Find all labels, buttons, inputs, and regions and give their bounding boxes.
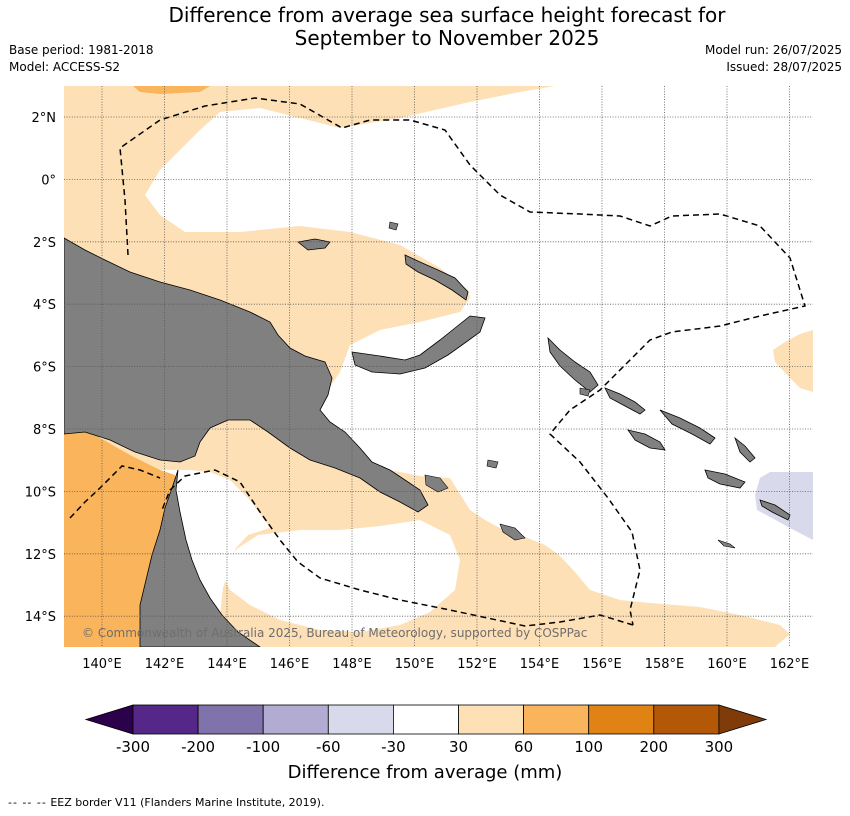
colorbar-title: Difference from average (mm) xyxy=(287,762,563,783)
eez-legend: -- -- -- EEZ border V11 (Flanders Marine… xyxy=(8,796,324,809)
lat-tick-label: 14°S xyxy=(25,610,56,625)
land-small-island-2 xyxy=(486,459,499,469)
lon-tick-label: 152°E xyxy=(457,657,497,672)
colorbar-tick-label: -100 xyxy=(246,738,280,756)
model-run: Model run: 26/07/2025 xyxy=(704,43,842,57)
eez-legend-dashes: -- -- -- xyxy=(8,796,47,809)
lat-tick-label: 4°S xyxy=(33,298,56,313)
anomaly-region-60-100-north xyxy=(133,86,210,94)
lon-tick-label: 158°E xyxy=(645,657,685,672)
issued-date: Issued: 28/07/2025 xyxy=(726,60,842,74)
lon-tick-label: 144°E xyxy=(207,657,247,672)
title-line-1: Difference from average sea surface heig… xyxy=(168,3,726,27)
lon-tick-label: 148°E xyxy=(332,657,372,672)
land-bougainville xyxy=(547,336,599,393)
lat-tick-label: 12°S xyxy=(25,548,56,563)
colorbar-tick-label: -30 xyxy=(381,738,406,756)
colorbar-tick-label: 30 xyxy=(449,738,468,756)
lon-tick-label: 160°E xyxy=(707,657,747,672)
lat-tick-label: 2°N xyxy=(32,111,57,126)
eez-borders xyxy=(69,97,806,627)
land-vanuatu-north xyxy=(759,499,791,521)
anomaly-region-east-patch xyxy=(773,330,813,392)
colorbar-segment xyxy=(588,704,655,735)
lon-tick-label: 150°E xyxy=(395,657,435,672)
anomaly-region-neg60-neg30 xyxy=(755,472,813,540)
lat-tick-label: 0° xyxy=(41,173,56,188)
colorbar-tick-label: -60 xyxy=(316,738,341,756)
land-new-britain xyxy=(351,315,486,375)
land-small-island-1 xyxy=(579,387,591,397)
gridlines xyxy=(64,86,813,647)
land-dentrecasteaux xyxy=(424,474,449,493)
land-solomon-santa-isabel xyxy=(659,409,716,445)
eez-border-torres xyxy=(69,465,161,519)
colorbar-segment xyxy=(132,704,199,735)
land-solomon-choiseul xyxy=(604,387,646,415)
lat-tick-label: 10°S xyxy=(25,485,56,500)
land-solomon-guadalcanal xyxy=(627,429,666,451)
land-solomon-makira xyxy=(704,469,746,489)
colorbar: -300 -200 -100 -60 -30 30 60 100 200 300 xyxy=(84,704,768,756)
model-name: Model: ACCESS-S2 xyxy=(9,60,121,74)
lat-tick-label: 6°S xyxy=(33,361,56,376)
land-new-ireland xyxy=(404,254,469,301)
land-solomon-malaita xyxy=(734,436,756,463)
lat-tick-label: 2°S xyxy=(33,236,56,251)
latitude-labels: 2°N 0° 2°S 4°S 6°S 8°S 10°S 12°S 14°S xyxy=(25,111,56,625)
colorbar-segment xyxy=(523,704,590,735)
colorbar-segment xyxy=(458,704,524,735)
lon-tick-label: 162°E xyxy=(770,657,810,672)
colorbar-tick-label: -200 xyxy=(181,738,215,756)
colorbar-segment xyxy=(262,704,329,735)
colorbar-segment xyxy=(327,704,394,735)
eez-legend-text: EEZ border V11 (Flanders Marine Institut… xyxy=(50,796,325,809)
lon-tick-label: 142°E xyxy=(145,657,185,672)
colorbar-extend-high xyxy=(718,704,768,735)
land-new-guinea xyxy=(64,237,429,513)
meta-left: Base period: 1981-2018 Model: ACCESS-S2 xyxy=(9,42,154,76)
title-line-2: September to November 2025 xyxy=(294,26,600,50)
land-small-island-3 xyxy=(717,539,736,549)
base-period: Base period: 1981-2018 xyxy=(9,43,154,57)
copyright-notice: © Commonwealth of Australia 2025, Bureau… xyxy=(82,626,587,640)
eez-border-png-south xyxy=(161,469,634,627)
colorbar-tick-label: -300 xyxy=(116,738,150,756)
colorbar-tick-label: 300 xyxy=(705,738,734,756)
chart-title: Difference from average sea surface heig… xyxy=(0,4,850,50)
colorbar-segment xyxy=(392,704,459,735)
lon-tick-label: 154°E xyxy=(520,657,560,672)
meta-right: Model run: 26/07/2025 Issued: 28/07/2025 xyxy=(705,42,842,76)
lon-tick-label: 146°E xyxy=(270,657,310,672)
colorbar-tick-label: 200 xyxy=(639,738,668,756)
colorbar-segment xyxy=(653,704,720,735)
lat-tick-label: 8°S xyxy=(33,423,56,438)
longitude-labels: 140°E 142°E 144°E 146°E 148°E 150°E 152°E 154°E… xyxy=(82,657,809,672)
anomaly-region-white-pocket xyxy=(220,520,460,632)
land-small-island-4 xyxy=(388,221,399,231)
colorbar-segment xyxy=(197,704,264,735)
colorbar-tick-label: 60 xyxy=(514,738,533,756)
lon-tick-label: 156°E xyxy=(582,657,622,672)
map-panel: © Commonwealth of Australia 2025, Bureau… xyxy=(64,86,813,647)
eez-border-png-north xyxy=(119,97,806,626)
colorbar-extend-low xyxy=(84,704,134,735)
colorbar-tick-label: 100 xyxy=(574,738,603,756)
land-louisiade xyxy=(499,523,526,541)
land-cape-york xyxy=(139,469,261,647)
lon-tick-label: 140°E xyxy=(82,657,122,672)
